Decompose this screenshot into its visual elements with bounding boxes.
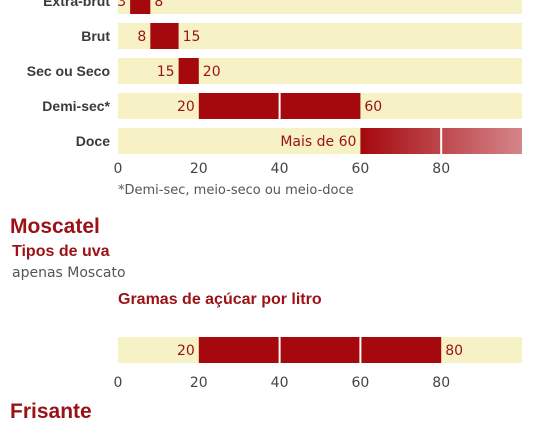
value-label: Mais de 60 xyxy=(280,134,356,150)
category-label: Brut xyxy=(81,28,110,44)
x-tick-label: 60 xyxy=(351,161,369,177)
section-title-moscatel: Moscatel xyxy=(10,215,100,238)
value-label-end: 20 xyxy=(203,64,221,80)
category-label: Sec ou Seco xyxy=(27,63,110,79)
value-label-end: 80 xyxy=(445,343,463,359)
value-label-start: 3 xyxy=(117,0,126,10)
x-tick-label: 40 xyxy=(271,375,289,391)
x-tick-label: 20 xyxy=(190,161,208,177)
value-label-start: 20 xyxy=(177,343,195,359)
category-label: Doce xyxy=(76,133,110,149)
value-label-end: 8 xyxy=(154,0,163,10)
row-band xyxy=(118,0,522,14)
range-bar xyxy=(150,23,179,49)
value-label-end: 60 xyxy=(364,99,382,115)
value-label-end: 15 xyxy=(183,29,201,45)
x-tick-label: 60 xyxy=(351,375,369,391)
chart-moscatel-sugar: 20 80 0 20 40 60 80 xyxy=(114,337,522,391)
grape-heading: Tipos de uva xyxy=(12,243,110,260)
range-bar xyxy=(178,58,199,84)
range-bar xyxy=(130,0,151,14)
value-label-start: 20 xyxy=(177,99,195,115)
section-title-frisante: Frisante xyxy=(10,400,92,423)
chart-footnote: *Demi-sec, meio-seco ou meio-doce xyxy=(118,183,354,198)
grape-value: apenas Moscato xyxy=(12,265,126,281)
x-tick-label: 0 xyxy=(114,375,123,391)
row-band xyxy=(118,23,522,49)
category-label: Extra-brut xyxy=(43,0,110,9)
x-tick-label: 20 xyxy=(190,375,208,391)
range-bar xyxy=(198,337,442,363)
value-label-start: 8 xyxy=(137,29,146,45)
x-tick-label: 80 xyxy=(432,161,450,177)
value-label-start: 15 xyxy=(157,64,175,80)
x-tick-label: 0 xyxy=(114,161,123,177)
x-tick-label: 80 xyxy=(432,375,450,391)
chart-sparkling-sugar-levels: Extra-brut 3 8 Brut 8 15 Sec ou Seco 15 20 Demi-s… xyxy=(27,0,522,177)
category-label: Demi-sec* xyxy=(42,98,110,114)
x-tick-label: 40 xyxy=(271,161,289,177)
chart2-title: Gramas de açúcar por litro xyxy=(118,291,322,308)
